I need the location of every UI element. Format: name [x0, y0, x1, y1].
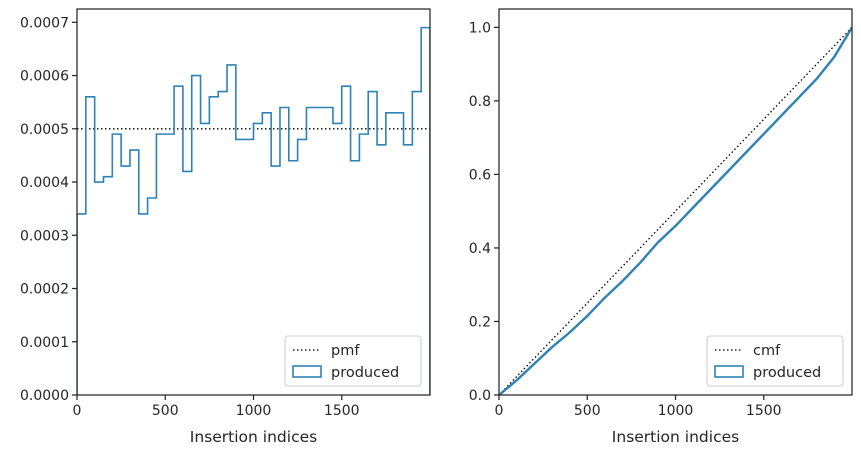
legend-produced-label: produced	[331, 365, 399, 381]
series-cmf-line	[499, 26, 852, 395]
plot-area	[77, 26, 430, 395]
y-tick-label: 0.0000	[20, 388, 69, 404]
x-axis-label: Insertion indices	[612, 428, 739, 446]
x-tick-label: 500	[574, 403, 601, 419]
y-tick-label: 0.0007	[20, 15, 69, 31]
legend-produced-label: produced	[753, 365, 821, 381]
x-tick-label: 0	[73, 403, 82, 419]
y-tick-label: 0.6	[469, 167, 491, 183]
y-tick-label: 0.0006	[20, 69, 69, 85]
legend-box	[284, 335, 422, 387]
x-tick-label: 1000	[658, 403, 694, 419]
y-tick-label: 0.0001	[20, 335, 69, 351]
y-tick-label: 0.0	[469, 388, 491, 404]
x-tick-label: 1500	[324, 403, 360, 419]
y-tick-label: 1.0	[469, 20, 491, 36]
y-tick-label: 0.0005	[20, 122, 69, 138]
y-tick-label: 0.0003	[20, 228, 69, 244]
x-tick-label: 1500	[746, 403, 782, 419]
x-tick-label: 0	[495, 403, 504, 419]
series-produced-line	[77, 26, 430, 395]
x-tick-label: 500	[152, 403, 179, 419]
y-tick-label: 0.2	[469, 314, 491, 330]
y-tick-label: 0.8	[469, 94, 491, 110]
y-tick-label: 0.0004	[20, 175, 69, 191]
legend-pmf-label: pmf	[331, 343, 360, 359]
plot-area	[499, 26, 852, 395]
cmf-panel: 0 500 1000 1500 0.0 0.2 0.4 0.6 0.8 1.0 Insertion …	[469, 8, 853, 446]
legend-box	[706, 335, 844, 387]
series-produced-line	[499, 26, 852, 395]
x-axis-label: Insertion indices	[190, 428, 317, 446]
x-tick-label: 1000	[236, 403, 272, 419]
y-tick-label: 0.4	[469, 241, 491, 257]
y-tick-label: 0.0002	[20, 282, 69, 298]
legend-cmf-label: cmf	[753, 343, 781, 359]
pmf-panel: 0 500 1000 1500 0.0000 0.0001 0.0002 0.0003 0.00…	[20, 8, 431, 446]
legend-produced-swatch	[714, 365, 744, 378]
legend-produced-swatch	[292, 365, 322, 378]
